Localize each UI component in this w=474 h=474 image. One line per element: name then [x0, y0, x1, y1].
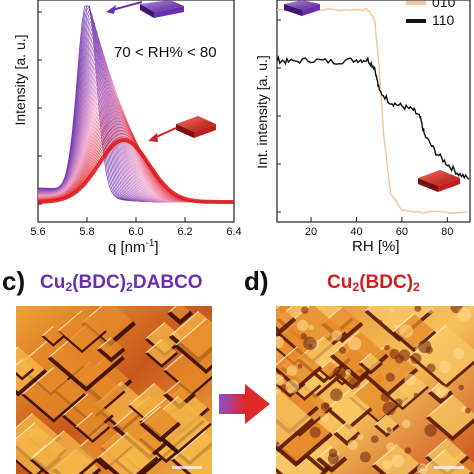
panel-d-title: Cu2(BDC)2: [327, 272, 420, 295]
red-arrow: [153, 127, 177, 139]
panel-b-xtick-label: 80: [441, 226, 453, 238]
afm-image-d: [276, 306, 474, 474]
legend-label-110: 110: [432, 12, 455, 28]
panel-d-letter: d): [244, 266, 269, 296]
panel-c-title: Cu2(BDC)2DABCO: [40, 272, 203, 295]
panel-b-xticks: 20 40 60 80: [305, 217, 453, 238]
panel-a-xticks: 5.6 5.8 6.0 6.2 6.4: [30, 217, 242, 238]
crystal-icon-red-b: [418, 170, 460, 192]
purple-arrow: [111, 1, 143, 11]
panel-a-xtick-label: 5.6: [30, 226, 45, 238]
crystal-icon-red: [176, 116, 216, 138]
panel-c-letter: c): [2, 266, 26, 296]
transition-arrow: [219, 384, 270, 424]
series-110: [276, 54, 470, 180]
panel-a-xtick-label: 6.0: [128, 226, 143, 238]
panel-a-xtick-label: 6.2: [177, 226, 192, 238]
panel-a-xlabel: q [nm-1]: [108, 238, 159, 256]
panel-a-ylabel: Intensity [a. u.]: [12, 34, 28, 126]
panel-a-curve: [37, 137, 234, 204]
panel-b-curves: [276, 7, 470, 215]
panel-b-xlabel: RH [%]: [352, 238, 400, 255]
panel-b-frame: [276, 0, 471, 223]
panel-a-curves: [37, 5, 234, 205]
panel-b-xtick-label: 20: [305, 226, 317, 238]
series-010: [276, 7, 468, 215]
crystal-icon-purple: [140, 0, 184, 18]
panel-b-ylabel: Int. intensity [a. u.]: [254, 55, 270, 169]
panel-a-xtick-label: 6.4: [226, 226, 241, 238]
panel-b-xtick-label: 60: [396, 226, 408, 238]
crystal-icon-purple-b: [284, 0, 320, 16]
afm-image-c: [16, 306, 212, 474]
panel-a-annotation: 70 < RH% < 80: [114, 44, 217, 61]
panel-b-xtick-label: 40: [350, 226, 362, 238]
red-arrow-head: [148, 133, 158, 142]
panel-a-xtick-label: 5.8: [79, 226, 94, 238]
legend-label-010: 010: [432, 0, 456, 10]
purple-arrow-head: [106, 5, 116, 14]
